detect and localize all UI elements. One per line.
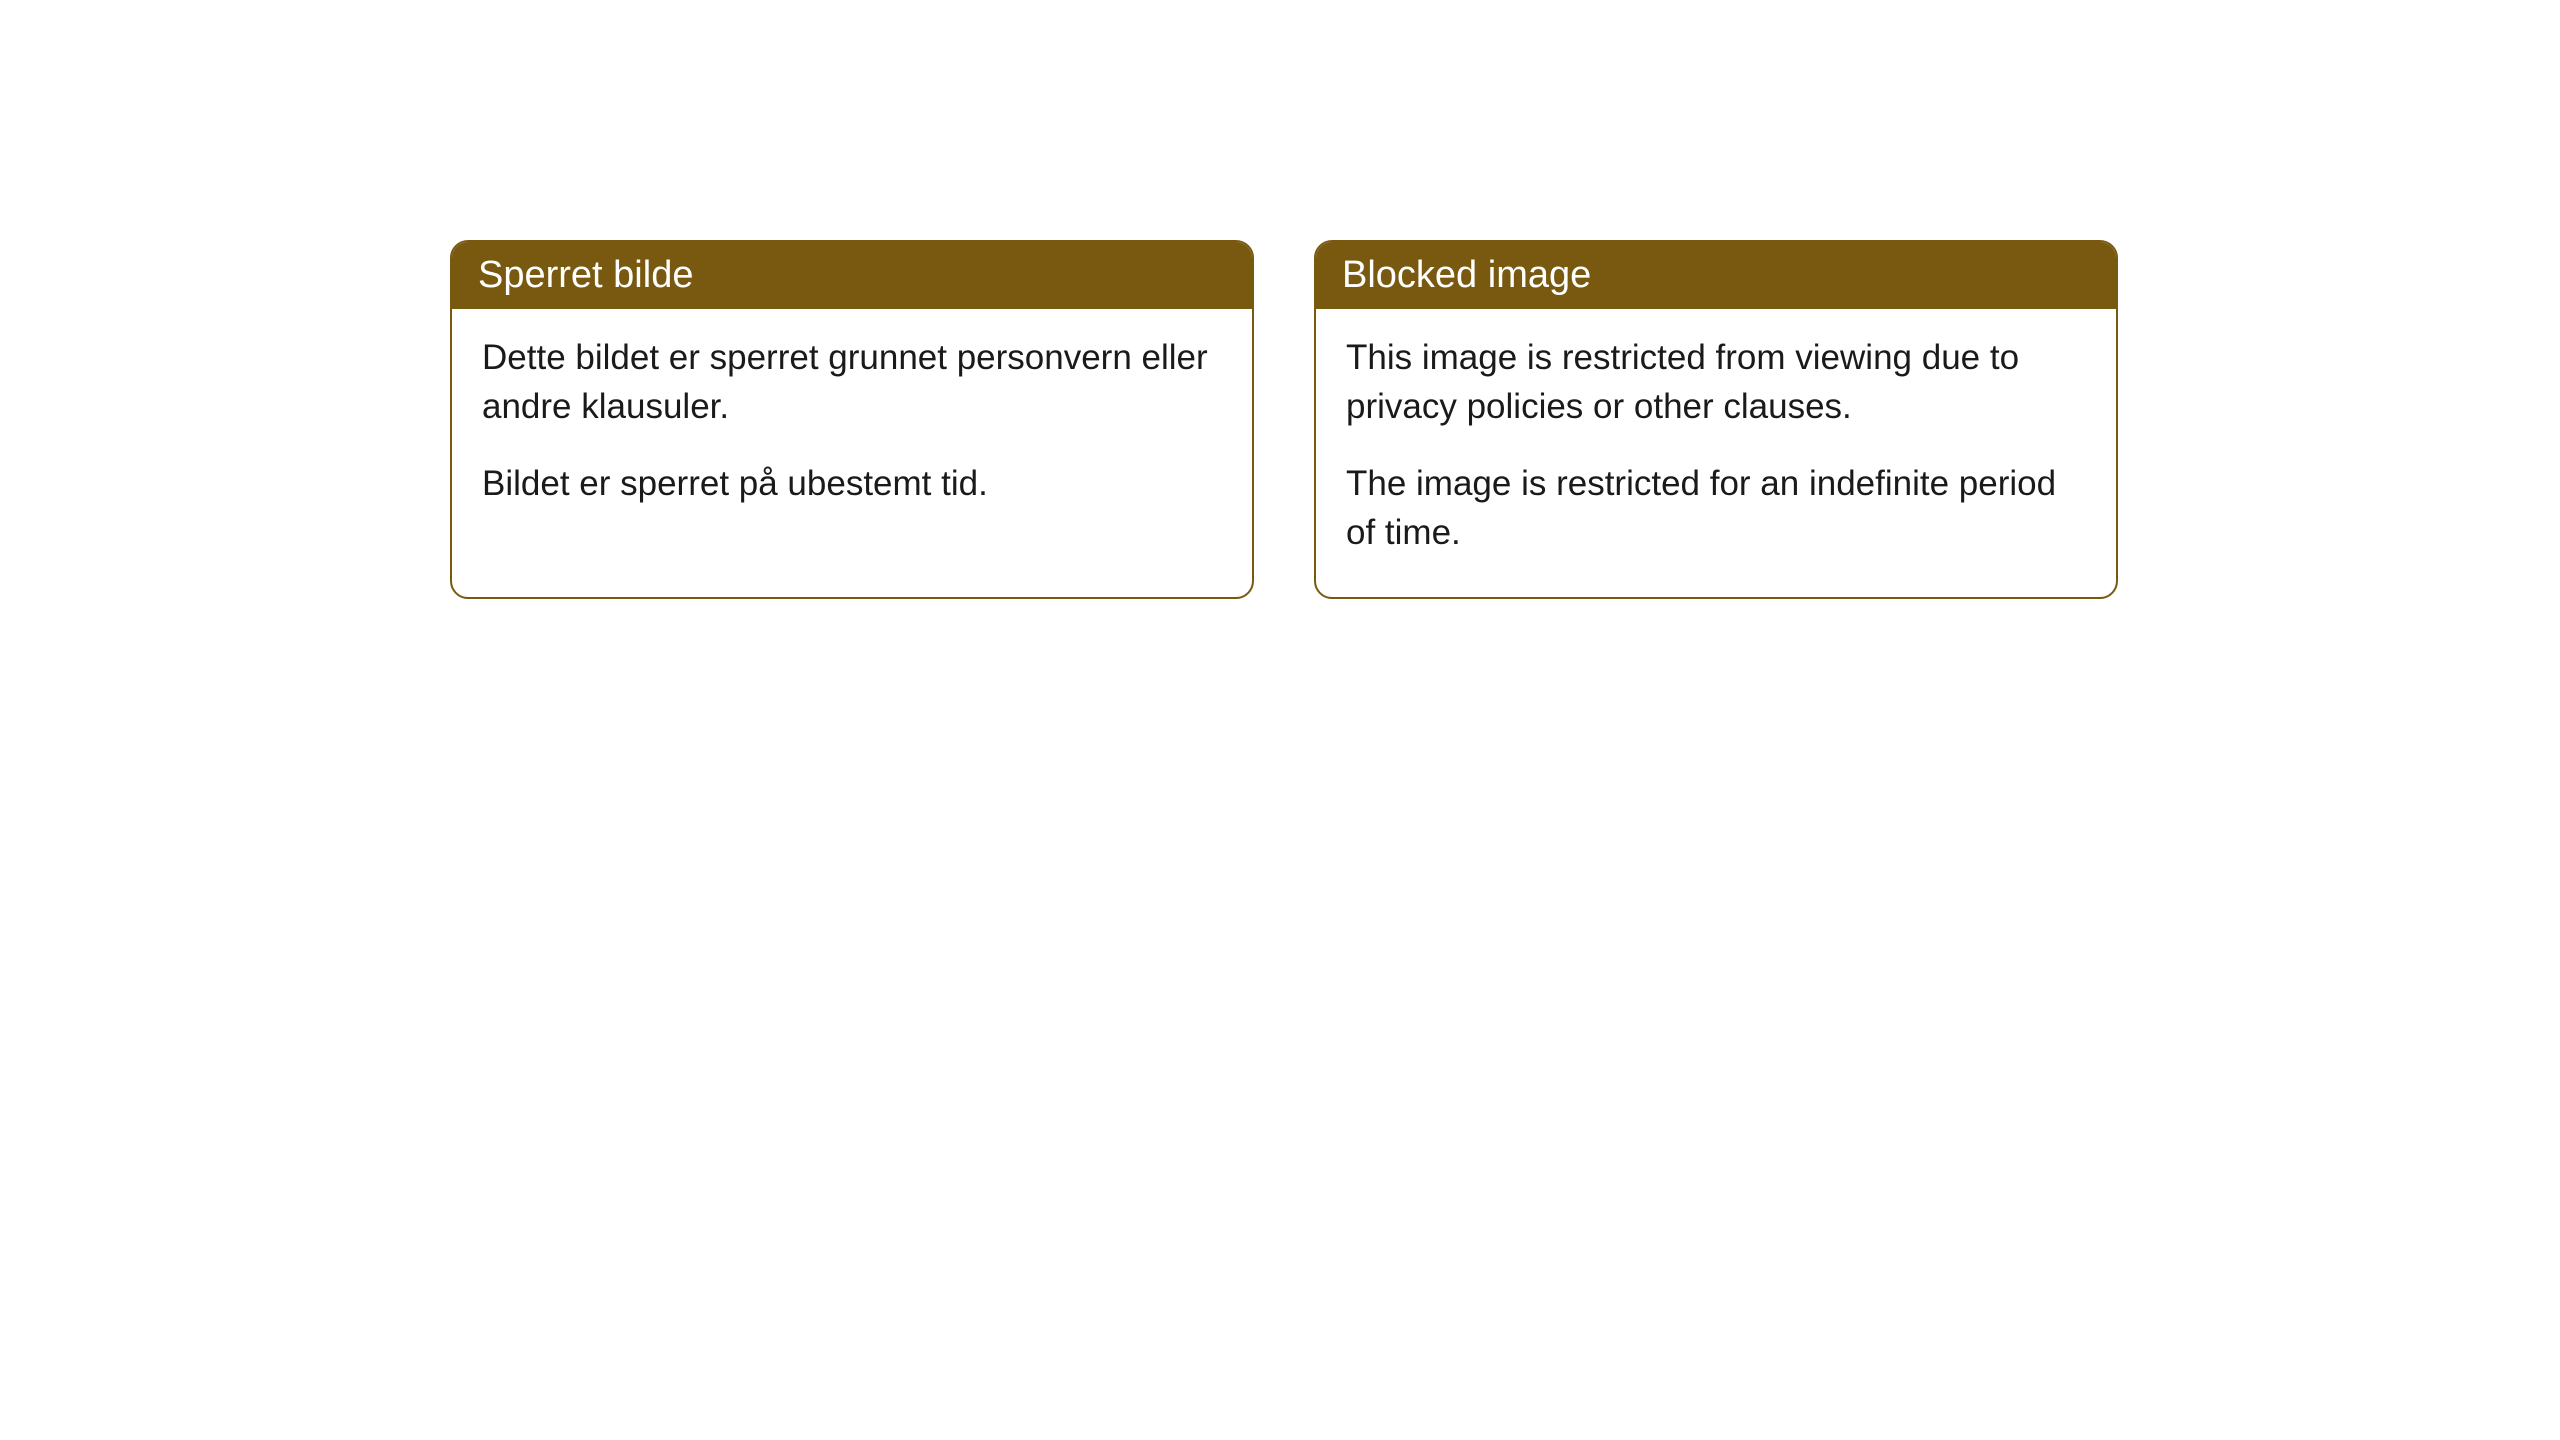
card-body-text: The image is restricted for an indefinit… [1346, 459, 2086, 557]
card-body-text: This image is restricted from viewing du… [1346, 333, 2086, 431]
card-body-english: This image is restricted from viewing du… [1316, 309, 2116, 597]
card-body-text: Bildet er sperret på ubestemt tid. [482, 459, 1222, 508]
cards-container: Sperret bilde Dette bildet er sperret gr… [450, 240, 2560, 599]
card-norwegian: Sperret bilde Dette bildet er sperret gr… [450, 240, 1254, 599]
card-header-norwegian: Sperret bilde [452, 242, 1252, 309]
card-body-norwegian: Dette bildet er sperret grunnet personve… [452, 309, 1252, 548]
card-english: Blocked image This image is restricted f… [1314, 240, 2118, 599]
card-body-text: Dette bildet er sperret grunnet personve… [482, 333, 1222, 431]
card-header-english: Blocked image [1316, 242, 2116, 309]
